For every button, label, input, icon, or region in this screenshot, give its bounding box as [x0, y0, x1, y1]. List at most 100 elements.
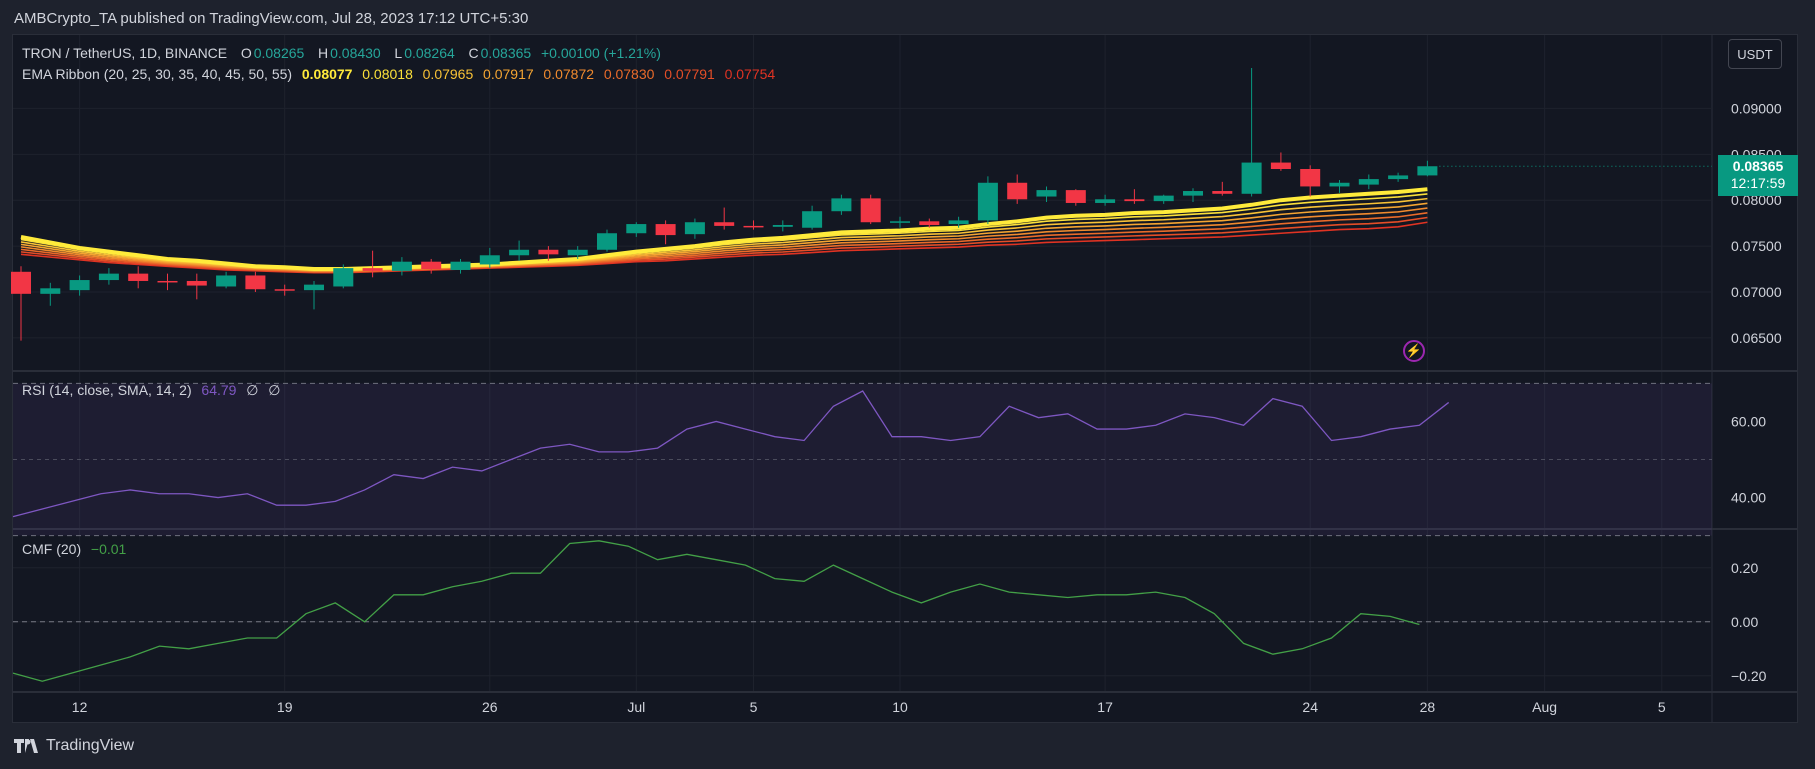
candle-body: [1095, 199, 1116, 203]
candle-body: [333, 268, 354, 287]
rsi-axis-label: 40.00: [1731, 490, 1766, 506]
candle-body: [626, 224, 647, 234]
candle-body: [684, 222, 705, 235]
footer-brand-text: TradingView: [46, 737, 135, 754]
candle-body: [479, 255, 500, 265]
rsi-extra: ∅: [268, 382, 281, 398]
ema-value: 0.07791: [664, 66, 715, 82]
ema-value: 0.07917: [483, 66, 534, 82]
time-axis-label: 5: [1658, 699, 1666, 715]
ema-label: EMA Ribbon (20, 25, 30, 35, 40, 45, 50, …: [22, 66, 293, 82]
candle-body: [304, 284, 324, 291]
time-axis-label: 10: [892, 699, 908, 715]
candle-body: [655, 224, 676, 236]
high-label: H: [317, 45, 329, 61]
rsi-value: 64.79: [201, 382, 237, 398]
time-axis-label: 26: [482, 699, 498, 715]
rsi-extra: ∅: [246, 382, 259, 398]
rsi-legend: RSI (14, close, SMA, 14, 2) 64.79 ∅ ∅: [22, 382, 282, 399]
candle-body: [831, 198, 852, 212]
published-header: AMBCrypto_TA published on TradingView.co…: [14, 10, 529, 27]
time-axis-label: Aug: [1532, 699, 1557, 715]
candle-body: [919, 221, 940, 225]
candle-body: [1300, 169, 1321, 187]
candle-body: [1007, 182, 1028, 200]
cmf-label: CMF (20): [22, 541, 82, 557]
cmf-value: −0.01: [90, 541, 127, 557]
time-axis-label: 17: [1097, 699, 1113, 715]
candle-body: [450, 261, 471, 270]
candle-body: [69, 280, 90, 291]
cmf-legend: CMF (20) −0.01: [22, 541, 128, 557]
ema-legend: EMA Ribbon (20, 25, 30, 35, 40, 45, 50, …: [22, 66, 777, 82]
rsi-line: [12, 390, 1450, 518]
rsi-label: RSI (14, close, SMA, 14, 2): [22, 382, 192, 398]
candle-body: [245, 275, 266, 290]
ema-value: 0.08077: [301, 66, 353, 82]
chart-frame[interactable]: [12, 34, 1798, 723]
change-value: +0.00100 (+1.21%): [540, 45, 661, 61]
time-axis-label: 24: [1302, 699, 1318, 715]
candle-body: [802, 211, 823, 228]
candle-body: [128, 273, 149, 281]
candle-body: [11, 271, 31, 294]
candle-body: [714, 222, 735, 226]
low-value: 0.08264: [404, 45, 455, 61]
candle-body: [1388, 175, 1409, 180]
time-axis-label: 28: [1420, 699, 1436, 715]
cmf-axis-label: 0.20: [1731, 560, 1758, 576]
tradingview-logo-icon: [14, 739, 38, 753]
candle-body: [40, 288, 61, 294]
last-price: 0.08365: [1732, 158, 1784, 174]
time-axis-label: 12: [72, 699, 88, 715]
candle-body: [890, 221, 910, 223]
candle-body: [186, 280, 207, 286]
ema-value: 0.07965: [422, 66, 474, 82]
candle-body: [860, 198, 881, 223]
price-axis-label: 0.07000: [1731, 284, 1782, 300]
close-value: 0.08365: [480, 45, 532, 61]
candle-body: [567, 249, 588, 256]
candle-body: [509, 249, 530, 256]
time-axis-label: Jul: [627, 699, 645, 715]
cmf-line: [12, 540, 1420, 682]
price-axis-label: 0.08000: [1731, 192, 1782, 208]
rsi-axis-label: 60.00: [1731, 413, 1766, 429]
candle-body: [98, 273, 119, 281]
ema-value: 0.07754: [724, 66, 776, 82]
currency-button[interactable]: USDT: [1728, 39, 1782, 69]
candle-body: [274, 289, 295, 291]
candle-body: [391, 261, 412, 271]
time-axis-label: 5: [750, 699, 758, 715]
open-value: 0.08265: [253, 45, 305, 61]
ema-ribbon-line: [20, 187, 1428, 272]
close-label: C: [468, 45, 479, 61]
candle-body: [1124, 199, 1145, 202]
high-value: 0.08430: [330, 45, 381, 61]
candle-body: [1417, 166, 1438, 176]
candle-body: [538, 249, 559, 255]
ema-ribbon-line: [20, 193, 1428, 271]
bar-countdown: 12:17:59: [1730, 175, 1786, 191]
ema-value: 0.08018: [362, 66, 413, 82]
candle-body: [157, 280, 178, 283]
candle-body: [1036, 190, 1057, 197]
price-axis-label: 0.07500: [1731, 238, 1782, 254]
candle-body: [1241, 162, 1262, 194]
candle-body: [1183, 191, 1203, 196]
last-price-tag: 0.08365 12:17:59: [1718, 155, 1798, 196]
open-label: O: [240, 45, 252, 61]
footer-brand[interactable]: TradingView: [14, 737, 134, 755]
ema-value: 0.07872: [543, 66, 595, 82]
cmf-axis-label: −0.20: [1731, 668, 1767, 684]
cmf-axis-label: 0.00: [1731, 614, 1758, 630]
low-label: L: [394, 45, 403, 61]
candle-body: [1153, 195, 1174, 202]
lightning-icon[interactable]: ⚡: [1403, 340, 1425, 362]
candle-body: [597, 233, 617, 250]
candle-body: [772, 224, 793, 227]
price-axis-label: 0.09000: [1731, 100, 1782, 116]
candle-body: [1329, 182, 1350, 187]
